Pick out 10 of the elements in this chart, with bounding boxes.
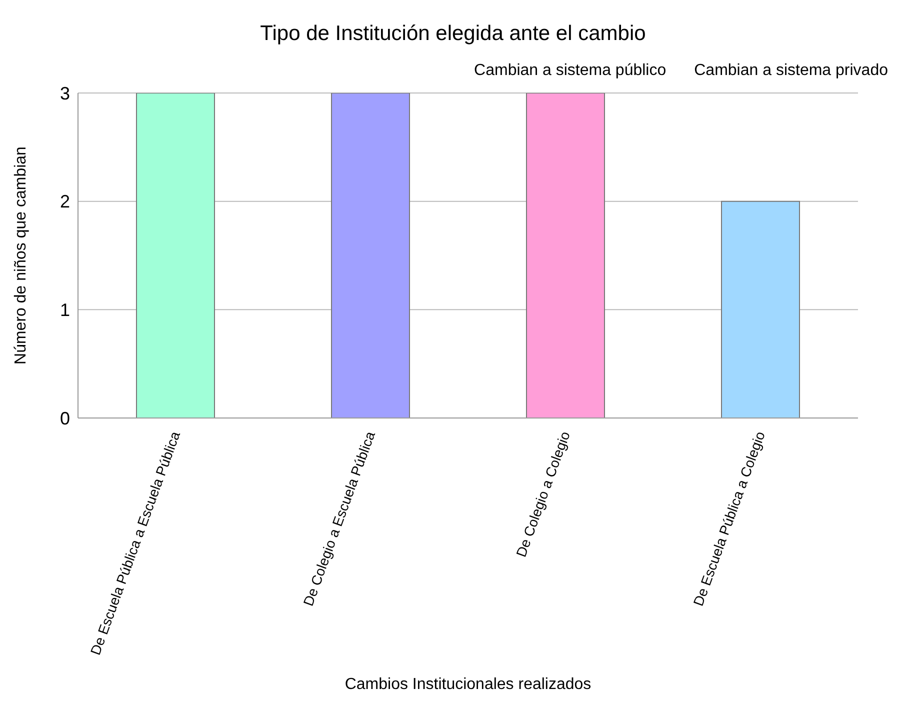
- x-tick-label: De Colegio a Colegio: [512, 429, 574, 560]
- y-tick-label: 0: [60, 408, 70, 428]
- text: Cambian a sistema privado: [694, 62, 888, 80]
- y-tick-label: 2: [60, 192, 70, 212]
- x-axis-title: Cambios Institucionales realizados: [344, 676, 592, 694]
- text: Cambian a sistema público: [474, 62, 666, 80]
- y-tick-label: 3: [60, 83, 70, 104]
- y-tick-label: 1: [60, 300, 70, 320]
- chart-title: Tipo de Institución elegida ante el cambio: [259, 22, 647, 46]
- y-axis-title: Número de niños que cambian: [12, 146, 30, 364]
